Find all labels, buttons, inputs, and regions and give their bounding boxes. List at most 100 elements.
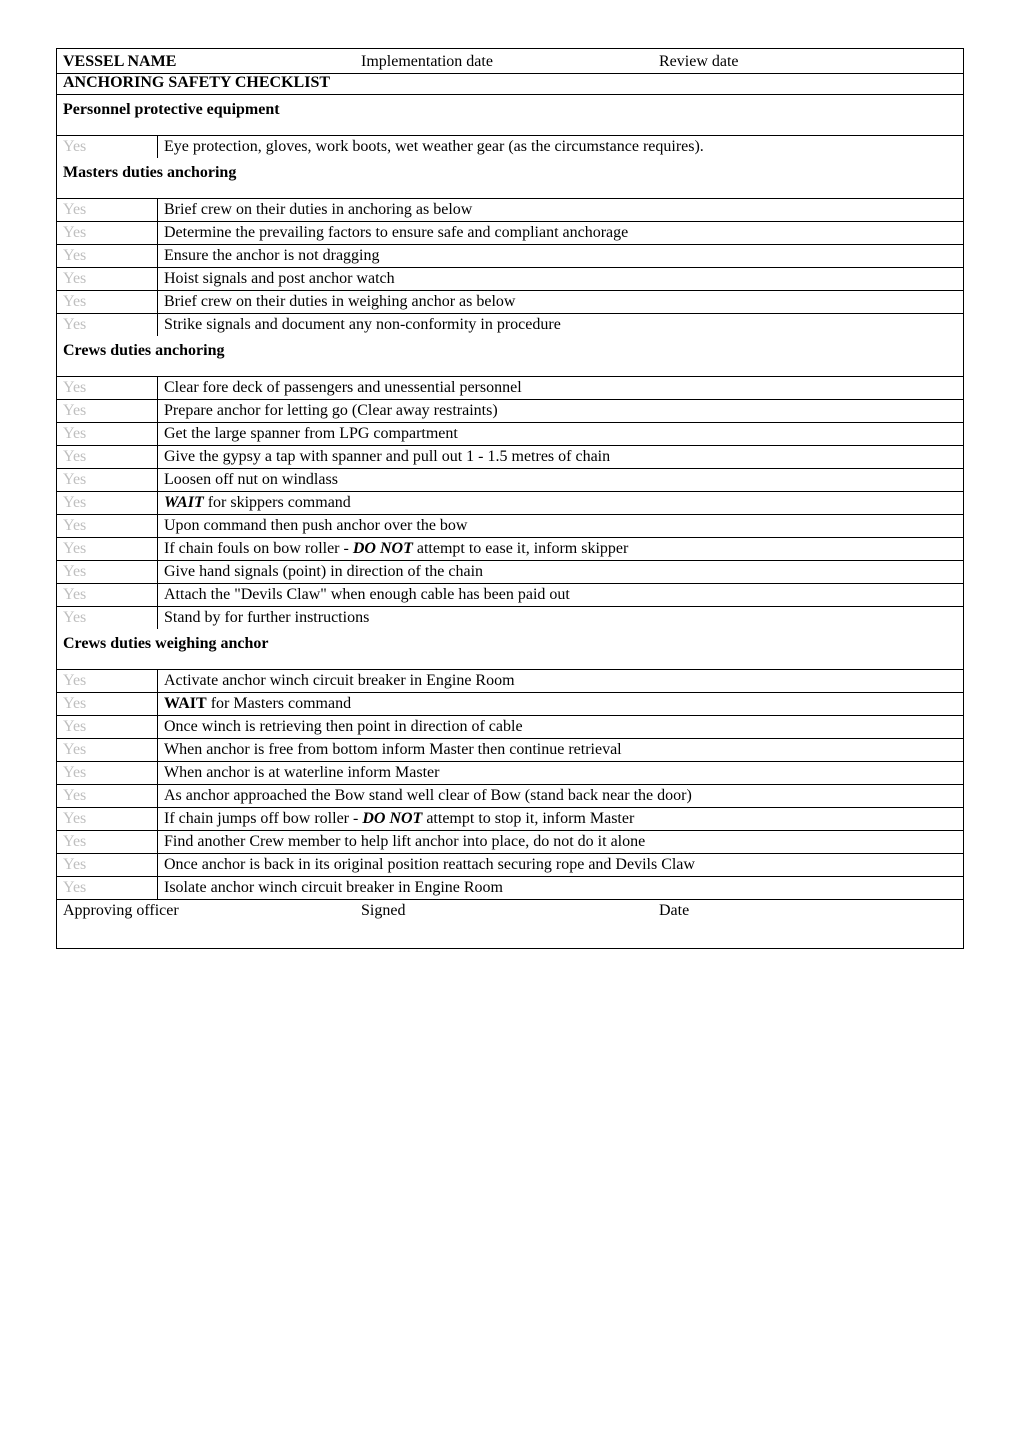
section-title: Masters duties anchoring — [57, 158, 963, 199]
description-cell: Eye protection, gloves, work boots, wet … — [158, 136, 964, 159]
checklist-row: YesFind another Crew member to help lift… — [57, 831, 963, 854]
checklist-row: YesLoosen off nut on windlass — [57, 469, 963, 492]
checklist-row: YesEye protection, gloves, work boots, w… — [57, 136, 963, 159]
checklist-title: ANCHORING SAFETY CHECKLIST — [57, 74, 963, 95]
description-cell: Activate anchor winch circuit breaker in… — [158, 670, 964, 693]
section-header: Masters duties anchoring — [57, 158, 963, 199]
yes-cell: Yes — [57, 607, 158, 630]
checklist-row: YesAs anchor approached the Bow stand we… — [57, 785, 963, 808]
yes-cell: Yes — [57, 222, 158, 245]
description-cell: If chain fouls on bow roller - DO NOT at… — [158, 538, 964, 561]
yes-cell: Yes — [57, 291, 158, 314]
yes-cell: Yes — [57, 245, 158, 268]
yes-cell: Yes — [57, 446, 158, 469]
description-cell: WAIT for Masters command — [158, 693, 964, 716]
section-header: Personnel protective equipment — [57, 95, 963, 136]
yes-cell: Yes — [57, 762, 158, 785]
checklist-row: YesIsolate anchor winch circuit breaker … — [57, 877, 963, 900]
checklist-row: YesClear fore deck of passengers and une… — [57, 377, 963, 400]
approving-officer-label: Approving officer — [63, 902, 361, 920]
description-cell: Clear fore deck of passengers and unesse… — [158, 377, 964, 400]
yes-cell: Yes — [57, 716, 158, 739]
yes-cell: Yes — [57, 136, 158, 159]
yes-cell: Yes — [57, 199, 158, 222]
section-title: Personnel protective equipment — [57, 95, 963, 136]
checklist-row: YesGive hand signals (point) in directio… — [57, 561, 963, 584]
description-cell: Give hand signals (point) in direction o… — [158, 561, 964, 584]
yes-cell: Yes — [57, 785, 158, 808]
description-cell: When anchor is at waterline inform Maste… — [158, 762, 964, 785]
yes-cell: Yes — [57, 584, 158, 607]
yes-cell: Yes — [57, 693, 158, 716]
checklist-row: YesWAIT for skippers command — [57, 492, 963, 515]
signed-label: Signed — [361, 902, 659, 920]
checklist-row: YesWAIT for Masters command — [57, 693, 963, 716]
checklist-row: YesGive the gypsy a tap with spanner and… — [57, 446, 963, 469]
vessel-name-label: VESSEL NAME — [63, 53, 361, 71]
description-cell: Ensure the anchor is not dragging — [158, 245, 964, 268]
implementation-date-label: Implementation date — [361, 53, 659, 71]
yes-cell: Yes — [57, 515, 158, 538]
checklist-container: VESSEL NAME Implementation date Review d… — [56, 48, 964, 949]
checklist-row: YesWhen anchor is at waterline inform Ma… — [57, 762, 963, 785]
description-cell: If chain jumps off bow roller - DO NOT a… — [158, 808, 964, 831]
checklist-row: YesIf chain jumps off bow roller - DO NO… — [57, 808, 963, 831]
footer-row: Approving officerSignedDate — [57, 900, 963, 949]
description-cell: Find another Crew member to help lift an… — [158, 831, 964, 854]
description-cell: Hoist signals and post anchor watch — [158, 268, 964, 291]
section-header: Crews duties anchoring — [57, 336, 963, 377]
checklist-row: YesIf chain fouls on bow roller - DO NOT… — [57, 538, 963, 561]
description-cell: Stand by for further instructions — [158, 607, 964, 630]
yes-cell: Yes — [57, 268, 158, 291]
yes-cell: Yes — [57, 831, 158, 854]
description-cell: Get the large spanner from LPG compartme… — [158, 423, 964, 446]
description-cell: Give the gypsy a tap with spanner and pu… — [158, 446, 964, 469]
checklist-table: Personnel protective equipmentYesEye pro… — [57, 95, 963, 948]
header-row: VESSEL NAME Implementation date Review d… — [57, 49, 963, 74]
checklist-row: YesBrief crew on their duties in weighin… — [57, 291, 963, 314]
yes-cell: Yes — [57, 561, 158, 584]
checklist-row: YesOnce winch is retrieving then point i… — [57, 716, 963, 739]
description-cell: Isolate anchor winch circuit breaker in … — [158, 877, 964, 900]
date-label: Date — [659, 902, 957, 920]
checklist-row: YesOnce anchor is back in its original p… — [57, 854, 963, 877]
checklist-row: YesWhen anchor is free from bottom infor… — [57, 739, 963, 762]
description-cell: Brief crew on their duties in weighing a… — [158, 291, 964, 314]
description-cell: Determine the prevailing factors to ensu… — [158, 222, 964, 245]
footer-cell: Approving officerSignedDate — [57, 900, 963, 949]
section-title: Crews duties anchoring — [57, 336, 963, 377]
checklist-row: YesGet the large spanner from LPG compar… — [57, 423, 963, 446]
description-cell: WAIT for skippers command — [158, 492, 964, 515]
review-date-label: Review date — [659, 53, 957, 71]
yes-cell: Yes — [57, 314, 158, 337]
description-cell: Loosen off nut on windlass — [158, 469, 964, 492]
checklist-row: YesActivate anchor winch circuit breaker… — [57, 670, 963, 693]
checklist-row: YesUpon command then push anchor over th… — [57, 515, 963, 538]
description-cell: Upon command then push anchor over the b… — [158, 515, 964, 538]
description-cell: Once anchor is back in its original posi… — [158, 854, 964, 877]
checklist-row: YesEnsure the anchor is not dragging — [57, 245, 963, 268]
yes-cell: Yes — [57, 808, 158, 831]
yes-cell: Yes — [57, 400, 158, 423]
checklist-row: YesHoist signals and post anchor watch — [57, 268, 963, 291]
checklist-row: YesAttach the "Devils Claw" when enough … — [57, 584, 963, 607]
checklist-row: YesStrike signals and document any non-c… — [57, 314, 963, 337]
description-cell: Strike signals and document any non-conf… — [158, 314, 964, 337]
yes-cell: Yes — [57, 492, 158, 515]
description-cell: Prepare anchor for letting go (Clear awa… — [158, 400, 964, 423]
checklist-row: YesBrief crew on their duties in anchori… — [57, 199, 963, 222]
description-cell: Brief crew on their duties in anchoring … — [158, 199, 964, 222]
yes-cell: Yes — [57, 854, 158, 877]
description-cell: When anchor is free from bottom inform M… — [158, 739, 964, 762]
description-cell: Once winch is retrieving then point in d… — [158, 716, 964, 739]
yes-cell: Yes — [57, 739, 158, 762]
yes-cell: Yes — [57, 670, 158, 693]
checklist-row: YesStand by for further instructions — [57, 607, 963, 630]
yes-cell: Yes — [57, 469, 158, 492]
yes-cell: Yes — [57, 877, 158, 900]
checklist-row: YesPrepare anchor for letting go (Clear … — [57, 400, 963, 423]
checklist-row: YesDetermine the prevailing factors to e… — [57, 222, 963, 245]
description-cell: As anchor approached the Bow stand well … — [158, 785, 964, 808]
yes-cell: Yes — [57, 423, 158, 446]
description-cell: Attach the "Devils Claw" when enough cab… — [158, 584, 964, 607]
